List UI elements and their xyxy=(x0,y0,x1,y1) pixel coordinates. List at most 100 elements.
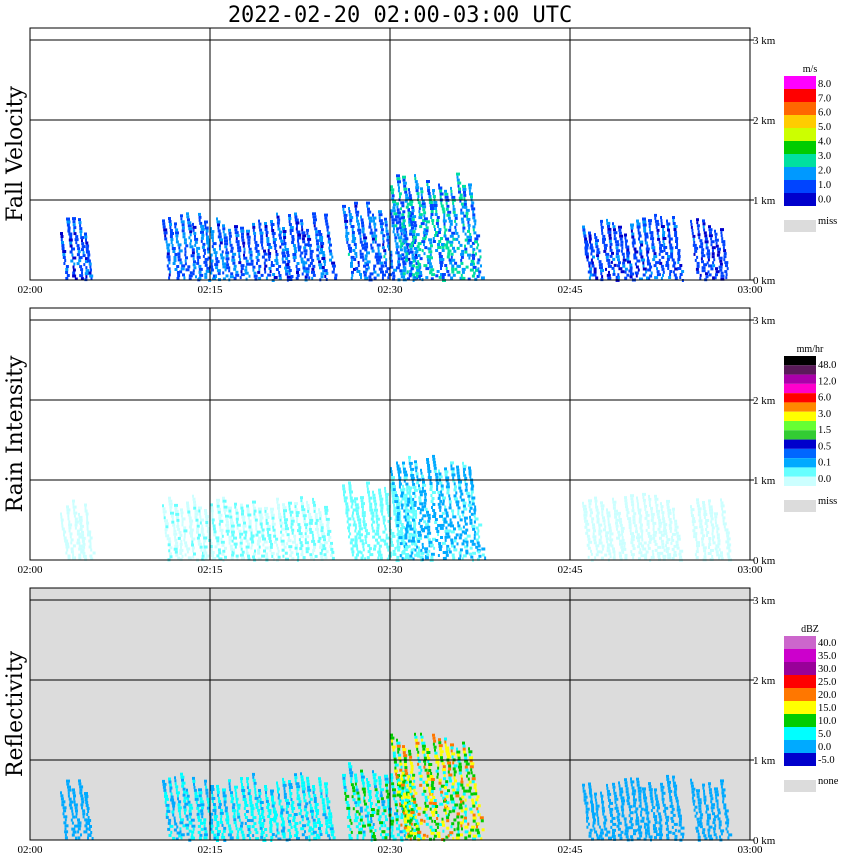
reflectivity-echo-pixel xyxy=(64,830,69,834)
rain-intensity-echo-pixel xyxy=(623,544,626,548)
rain-intensity-echo-pixel xyxy=(412,518,415,522)
fall-velocity-echo-pixel xyxy=(374,234,378,238)
fall-velocity-echo-pixel xyxy=(699,273,702,277)
rain-intensity-echo-pixel xyxy=(294,546,298,550)
fall-velocity-echo-pixel xyxy=(400,257,404,261)
fall-velocity-echo-pixel xyxy=(297,248,301,252)
reflectivity-echo-pixel xyxy=(454,803,459,807)
rain-intensity-echo-pixel xyxy=(402,484,404,488)
reflectivity-echo-pixel xyxy=(398,756,402,760)
rain-intensity-echo-pixel xyxy=(426,532,429,536)
fall-velocity-echo-pixel xyxy=(246,232,250,236)
rain-intensity-echo-pixel xyxy=(439,499,443,503)
fall-velocity-echo-pixel xyxy=(286,263,290,266)
rain-intensity-echo-pixel xyxy=(404,518,407,522)
reflectivity-echo-pixel xyxy=(170,792,173,796)
reflectivity-echo-pixel xyxy=(270,789,274,793)
reflectivity-echo-pixel xyxy=(232,815,236,819)
reflectivity-echo-pixel xyxy=(204,782,207,786)
reflectivity-echo-pixel xyxy=(294,822,299,825)
fall-velocity-echo-pixel xyxy=(644,232,649,236)
fall-velocity-echo-pixel xyxy=(721,240,726,244)
reflectivity-echo-pixel xyxy=(407,825,412,829)
reflectivity-echo-pixel xyxy=(435,805,439,808)
rain-intensity-echo-pixel xyxy=(357,550,362,554)
fall-velocity-echo-pixel xyxy=(674,231,678,234)
rain-intensity-echo-pixel xyxy=(379,497,384,501)
reflectivity-echo-pixel xyxy=(216,833,220,836)
fall-velocity-echo-pixel xyxy=(333,267,335,271)
rain-intensity-echo-pixel xyxy=(467,503,472,507)
rain-intensity-echo-pixel xyxy=(469,552,472,556)
reflectivity-echo-pixel xyxy=(188,809,192,813)
rain-intensity-echo-pixel xyxy=(203,536,208,540)
reflectivity-echo-pixel xyxy=(319,795,323,799)
rain-intensity-echo-pixel xyxy=(264,509,267,513)
reflectivity-echo-pixel xyxy=(326,800,331,804)
reflectivity-echo-pixel xyxy=(276,825,279,829)
reflectivity-echo-pixel xyxy=(175,791,180,795)
fall-velocity-echo-pixel xyxy=(672,264,676,268)
reflectivity-echo-pixel xyxy=(452,788,456,792)
rain-intensity-colorbar-unit: mm/hr xyxy=(797,344,824,355)
reflectivity-echo-pixel xyxy=(265,797,269,800)
rain-intensity-echo-pixel xyxy=(197,533,201,537)
reflectivity-echo-pixel xyxy=(71,833,75,837)
rain-intensity-echo-pixel xyxy=(409,506,412,510)
rain-intensity-echo-pixel xyxy=(691,514,694,518)
fall-velocity-echo-pixel xyxy=(352,249,356,252)
rain-intensity-echo-pixel xyxy=(481,553,485,557)
reflectivity-echo-pixel xyxy=(369,814,374,817)
fall-velocity-echo-pixel xyxy=(404,199,408,203)
reflectivity-echo-pixel xyxy=(376,812,380,816)
rain-intensity-echo-pixel xyxy=(228,509,232,513)
fall-velocity-echo-pixel xyxy=(218,232,222,236)
fall-velocity-echo-pixel xyxy=(198,264,202,268)
fall-velocity-echo-pixel xyxy=(345,231,350,235)
rain-intensity-echo-pixel xyxy=(179,542,183,546)
fall-velocity-echo-pixel xyxy=(396,208,400,212)
rain-intensity-echo-pixel xyxy=(409,498,414,502)
fall-velocity-echo-pixel xyxy=(668,276,672,279)
fall-velocity-echo-pixel xyxy=(60,232,63,235)
fall-velocity-echo-pixel xyxy=(648,219,652,223)
fall-velocity-echo-pixel xyxy=(475,252,477,256)
fall-velocity-echo-pixel xyxy=(186,212,189,216)
fall-velocity-echo-pixel xyxy=(642,264,645,268)
rain-intensity-echo-pixel xyxy=(178,530,182,534)
rain-intensity-echo-pixel xyxy=(706,531,710,534)
fall-velocity-echo-pixel xyxy=(421,249,424,253)
rain-intensity-echo-pixel xyxy=(396,518,400,522)
rain-intensity-echo-pixel xyxy=(421,545,424,549)
fall-velocity-echo-pixel xyxy=(225,254,229,258)
fall-velocity-echo-pixel xyxy=(649,228,651,232)
reflectivity-echo-pixel xyxy=(243,807,246,810)
fall-velocity-echo-pixel xyxy=(720,277,725,281)
rain-intensity-echo-pixel xyxy=(612,497,614,501)
fall-velocity-echo-pixel xyxy=(416,245,420,249)
reflectivity-echo-pixel xyxy=(356,834,359,838)
fall-velocity-echo-pixel xyxy=(300,251,304,255)
fall-velocity-echo-pixel xyxy=(264,222,267,225)
rain-intensity-echo-pixel xyxy=(379,503,384,507)
reflectivity-echo-pixel xyxy=(212,809,217,812)
rain-intensity-echo-pixel xyxy=(224,555,227,559)
reflectivity-echo-pixel xyxy=(435,822,440,826)
rain-intensity-echo-pixel xyxy=(225,514,229,518)
reflectivity-echo-pixel xyxy=(191,824,196,828)
fall-velocity-echo-pixel xyxy=(638,234,642,238)
fall-velocity-echo-pixel xyxy=(373,222,377,226)
reflectivity-echo-pixel xyxy=(276,831,280,835)
reflectivity-echo-pixel xyxy=(252,772,255,776)
fall-velocity-echo-pixel xyxy=(324,275,327,278)
fall-velocity-echo-pixel xyxy=(415,253,418,256)
rain-intensity-echo-pixel xyxy=(468,472,472,476)
rain-intensity-echo-pixel xyxy=(255,533,259,537)
rain-intensity-echo-pixel xyxy=(622,550,625,554)
fall-velocity-echo-pixel xyxy=(407,277,410,281)
rain-intensity-echo-pixel xyxy=(595,544,600,548)
fall-velocity-echo-pixel xyxy=(430,244,433,248)
reflectivity-echo-pixel xyxy=(275,834,278,838)
fall-velocity-echo-pixel xyxy=(260,240,264,244)
fall-velocity-echo-pixel xyxy=(376,243,381,247)
